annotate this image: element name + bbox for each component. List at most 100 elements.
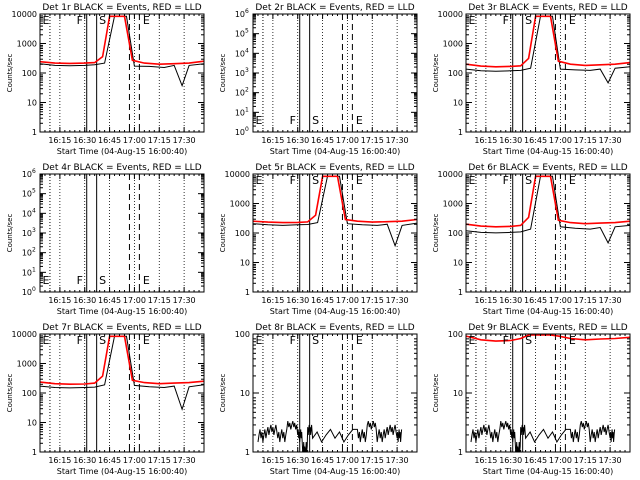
marker-label-F: F xyxy=(503,334,509,347)
x-tick-label: 16:30 xyxy=(73,296,96,305)
x-axis-label: Start Time (04-Aug-15 16:00:40) xyxy=(270,467,401,476)
x-tick-label: 16:15 xyxy=(474,136,497,145)
marker-label-F: F xyxy=(290,114,296,127)
x-tick-label: 16:45 xyxy=(524,456,547,465)
y-tick-label: 10 xyxy=(453,389,463,398)
y-tick-label: 10 xyxy=(27,99,37,108)
series-lld-trace xyxy=(466,175,630,228)
x-axis-label: Start Time (04-Aug-15 16:00:40) xyxy=(270,147,401,156)
series-lld-trace xyxy=(40,15,204,66)
x-tick-label: 16:15 xyxy=(261,456,284,465)
marker-label-S: S xyxy=(312,114,319,127)
y-tick-label: 1000 xyxy=(230,200,250,209)
plot-area xyxy=(257,334,403,452)
marker-label-S: S xyxy=(99,14,106,27)
x-tick-label: 17:30 xyxy=(173,296,196,305)
y-tick-label: 100 xyxy=(22,389,37,398)
x-tick-label: 17:30 xyxy=(386,136,409,145)
y-tick-label: 10 xyxy=(235,89,245,98)
y-tick-exponent: 4 xyxy=(32,207,36,214)
x-tick-label: 17:00 xyxy=(123,296,146,305)
marker-label-E: E xyxy=(43,274,50,287)
marker-label-F: F xyxy=(503,14,509,27)
marker-label-F: F xyxy=(77,274,83,287)
marker-label-S: S xyxy=(99,274,106,287)
y-tick-exponent: 6 xyxy=(245,8,249,15)
x-tick-label: 16:45 xyxy=(98,136,121,145)
x-tick-label: 17:30 xyxy=(599,136,622,145)
x-tick-label: 16:30 xyxy=(286,456,309,465)
y-tick-label: 10 xyxy=(235,128,245,137)
marker-label-S: S xyxy=(312,174,319,187)
plot-area xyxy=(40,334,204,452)
y-tick-label: 1 xyxy=(458,128,463,137)
x-tick-label: 16:45 xyxy=(524,296,547,305)
marker-label-E: E xyxy=(256,334,263,347)
x-tick-label: 16:30 xyxy=(499,456,522,465)
x-axis-label: Start Time (04-Aug-15 16:00:40) xyxy=(57,147,188,156)
panel-title: Det 6r BLACK = Events, RED = LLD xyxy=(468,163,627,173)
marker-label-E: E xyxy=(469,174,476,187)
marker-label-E: E xyxy=(569,14,576,27)
y-tick-exponent: 5 xyxy=(32,188,36,195)
x-tick-label: 17:30 xyxy=(599,456,622,465)
plot-area xyxy=(253,174,417,292)
y-tick-label: 10 xyxy=(235,108,245,117)
y-axis-label: Counts/sec xyxy=(6,374,14,413)
x-tick-label: 17:15 xyxy=(148,456,171,465)
x-tick-label: 17:00 xyxy=(123,136,146,145)
marker-label-E: E xyxy=(356,334,363,347)
panel-title: Det 7r BLACK = Events, RED = LLD xyxy=(42,323,201,333)
x-tick-label: 16:15 xyxy=(474,296,497,305)
x-axis-label: Start Time (04-Aug-15 16:00:40) xyxy=(270,307,401,316)
y-tick-label: 100 xyxy=(448,69,463,78)
x-tick-label: 16:30 xyxy=(73,136,96,145)
x-tick-label: 17:00 xyxy=(549,456,572,465)
series-lld-trace xyxy=(466,334,630,342)
plot-area xyxy=(466,14,630,132)
plot-area xyxy=(262,14,398,132)
x-tick-label: 16:15 xyxy=(261,136,284,145)
marker-label-E: E xyxy=(569,334,576,347)
y-tick-label: 10 xyxy=(22,209,32,218)
x-axis-label: Start Time (04-Aug-15 16:00:40) xyxy=(483,147,614,156)
series-lld-trace xyxy=(40,335,204,386)
x-axis-label: Start Time (04-Aug-15 16:00:40) xyxy=(57,307,188,316)
y-tick-label: 10000 xyxy=(438,170,463,179)
x-tick-label: 16:30 xyxy=(499,136,522,145)
x-axis-label: Start Time (04-Aug-15 16:00:40) xyxy=(483,307,614,316)
panel-title: Det 5r BLACK = Events, RED = LLD xyxy=(255,163,414,173)
x-tick-label: 17:15 xyxy=(148,296,171,305)
marker-label-E: E xyxy=(469,334,476,347)
y-tick-label: 1000 xyxy=(443,200,463,209)
x-tick-label: 17:00 xyxy=(549,136,572,145)
marker-label-E: E xyxy=(256,174,263,187)
x-tick-label: 16:45 xyxy=(311,456,334,465)
plot-area xyxy=(466,174,630,292)
series-events-trace xyxy=(470,420,616,452)
y-axis-label: Counts/sec xyxy=(432,374,440,413)
x-tick-label: 17:15 xyxy=(361,456,384,465)
x-tick-label: 16:45 xyxy=(98,296,121,305)
x-tick-label: 17:15 xyxy=(361,136,384,145)
x-tick-label: 16:45 xyxy=(98,456,121,465)
x-tick-label: 17:00 xyxy=(123,456,146,465)
marker-label-E: E xyxy=(356,174,363,187)
y-tick-label: 1 xyxy=(245,288,250,297)
x-tick-label: 16:30 xyxy=(499,296,522,305)
y-tick-label: 10 xyxy=(22,190,32,199)
y-tick-label: 1 xyxy=(458,288,463,297)
x-tick-label: 17:15 xyxy=(148,136,171,145)
y-tick-exponent: 0 xyxy=(245,126,249,133)
y-tick-label: 1000 xyxy=(17,360,37,369)
y-axis-label: Counts/sec xyxy=(6,54,14,93)
series-events-trace xyxy=(466,175,630,245)
y-tick-label: 1000 xyxy=(17,40,37,49)
x-axis-label: Start Time (04-Aug-15 16:00:40) xyxy=(57,467,188,476)
y-tick-label: 10 xyxy=(235,30,245,39)
y-tick-label: 10000 xyxy=(438,10,463,19)
marker-label-S: S xyxy=(99,334,106,347)
x-tick-label: 17:30 xyxy=(599,296,622,305)
